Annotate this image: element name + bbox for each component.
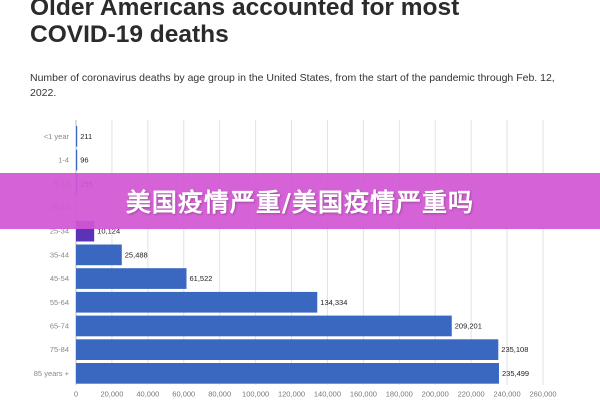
x-tick-label: 100,000 [242,390,269,399]
x-tick-label: 120,000 [278,390,305,399]
banner-text: 美国疫情严重/美国疫情严重吗 [125,188,475,217]
x-tick-label: 220,000 [458,390,485,399]
category-label: 65-74 [50,321,69,330]
bar [76,291,318,313]
value-label: 209,201 [455,321,482,330]
bar [76,339,499,360]
watermark-banner: 美国疫情严重/美国疫情严重吗 [0,173,600,229]
x-tick-label: 40,000 [136,390,159,399]
value-label: 235,499 [502,369,529,378]
value-label: 211 [80,132,92,141]
x-tick-label: 0 [74,390,78,399]
x-tick-label: 60,000 [172,390,195,399]
value-label: 25,488 [125,250,148,259]
category-label: 45-54 [50,274,69,283]
x-tick-label: 160,000 [350,390,377,399]
x-tick-label: 140,000 [314,390,341,399]
category-label: 25-34 [50,227,69,236]
category-label: 85 years + [34,369,70,378]
bar [76,149,78,171]
x-tick-label: 80,000 [208,390,231,399]
category-label: <1 year [44,132,70,141]
x-tick-label: 200,000 [422,390,449,399]
bar [76,363,499,384]
x-tick-label: 20,000 [100,390,123,399]
x-tick-label: 260,000 [529,390,556,399]
category-label: 35-44 [50,250,69,259]
category-label: 75-84 [50,345,69,354]
category-label: 55-64 [50,298,69,307]
chart-title: Older Americans accounted for most COVID… [30,0,460,48]
value-label: 61,522 [190,274,213,283]
value-label: 96 [80,156,88,165]
value-label: 235,108 [501,345,528,354]
chart-subtitle: Number of coronavirus deaths by age grou… [30,72,555,99]
bar [76,315,452,337]
value-label: 134,334 [320,298,347,307]
bar [76,268,187,289]
x-tick-label: 240,000 [494,390,521,399]
bar [76,244,122,266]
category-label: 1-4 [58,156,69,165]
x-tick-label: 180,000 [386,390,413,399]
bar [76,126,78,147]
value-label: 10,124 [97,227,120,236]
